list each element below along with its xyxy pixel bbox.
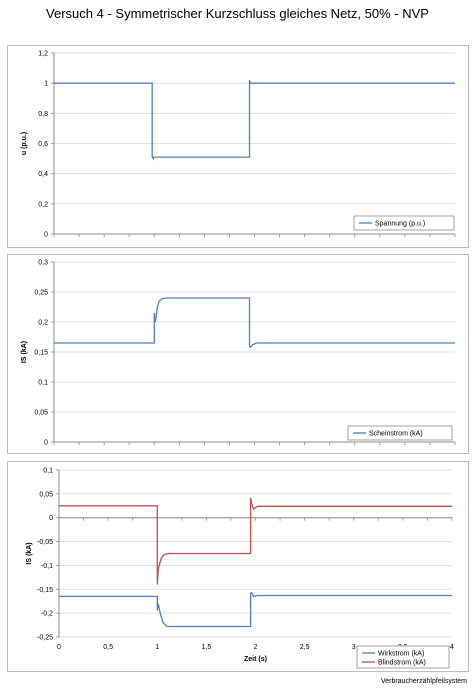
legend-label: Wirkstrom (kA) [378,651,424,658]
legend-box [356,645,450,669]
y-tick-label: 0,05 [34,410,48,417]
legend-box [347,425,453,441]
y-tick-label: 1,2 [38,51,48,58]
x-tick-label: 3 [352,644,356,651]
y-tick-label: 0 [49,515,53,522]
x-tick-label: 2,5 [300,644,310,651]
current-chart-panel [7,254,469,454]
y-tick-label: 0,2 [38,320,48,327]
x-tick-label: 1,5 [202,644,212,651]
x-tick-label: 0 [57,644,61,651]
y-tick-label: 0,1 [43,468,53,475]
x-tick-label: 1 [155,644,159,651]
y-tick-label: -0,1 [41,563,53,570]
y-axis-label: IS (kA) [21,341,28,363]
footer-label: Verbraucherzählpfeilsystem [381,678,467,685]
legend-label: Blindstrom (kA) [378,660,426,667]
y-tick-label: 0,15 [34,350,48,357]
y-tick-label: 0 [44,440,48,447]
x-tick-label: 0,5 [103,644,113,651]
x-tick-label: 4 [450,644,454,651]
series-line-spannung [54,79,455,161]
y-tick-label: 1 [44,81,48,88]
y-tick-label: 0,05 [39,491,53,498]
legend-label: Spannung (p.u.) [375,221,425,228]
x-tick-label: 2 [254,644,258,651]
y-tick-label: 0,8 [38,111,48,118]
y-tick-label: 0,4 [38,171,48,178]
series-line-scheinstrom [54,297,455,349]
y-tick-label: 0,6 [38,141,48,148]
legend-box [353,215,455,231]
voltage-chart-panel [7,45,469,248]
y-tick-label: -0,05 [37,539,53,546]
y-axis-label: IS (kA) [26,542,33,564]
y-tick-label: 0,1 [38,380,48,387]
series-line-wirkstrom [59,591,452,628]
y-tick-label: -0,25 [37,635,53,642]
y-tick-label: -0,15 [37,587,53,594]
page-title: Versuch 4 - Symmetrischer Kurzschluss gl… [46,6,429,21]
series-line-blindstrom [59,497,452,585]
y-axis-label: u (p.u.) [21,132,28,155]
x-axis-label: Zeit (s) [244,656,267,663]
legend-label: Scheinstrom (kA) [369,431,423,438]
y-tick-label: 0,3 [38,260,48,267]
y-tick-label: 0 [44,232,48,239]
y-tick-label: -0,2 [41,611,53,618]
y-tick-label: 0,25 [34,290,48,297]
y-tick-label: 0,2 [38,201,48,208]
